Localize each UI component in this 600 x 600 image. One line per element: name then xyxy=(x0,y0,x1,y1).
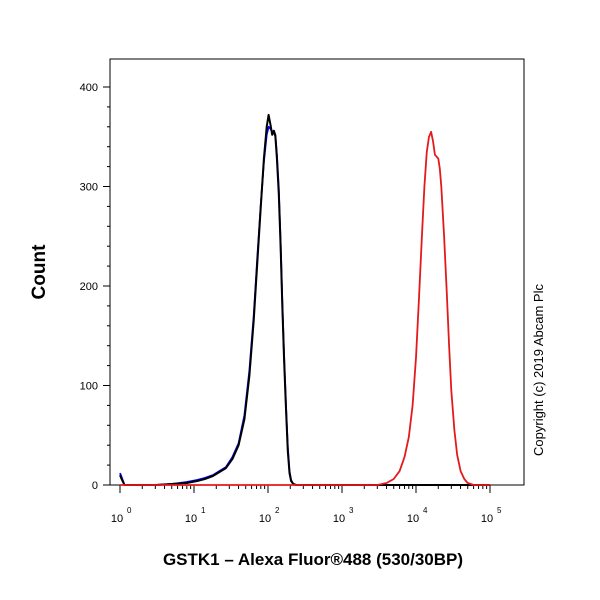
x-tick-exponent: 1 xyxy=(201,506,206,515)
y-axis: 0 100 200 300 400 xyxy=(80,82,110,492)
y-tick-label: 300 xyxy=(80,182,98,194)
copyright-text: Copyright (c) 2019 Abcam Plc xyxy=(531,284,546,456)
x-tick-label: 10 xyxy=(259,513,271,525)
x-tick-label: 10 xyxy=(111,513,123,525)
plot-frame xyxy=(109,58,525,486)
x-axis: 10 0 10 1 10 2 10 3 10 4 10 5 xyxy=(111,485,502,525)
histogram-series-line xyxy=(119,113,490,486)
x-axis-label: GSTK1 – Alexa Fluor®488 (530/30BP) xyxy=(163,550,463,569)
x-tick-exponent: 3 xyxy=(349,506,354,515)
x-tick-exponent: 4 xyxy=(423,506,428,515)
y-tick-label: 200 xyxy=(80,281,98,293)
x-tick-exponent: 0 xyxy=(127,506,132,515)
y-tick-label: 400 xyxy=(80,82,98,94)
histogram-series-line xyxy=(120,130,490,486)
x-tick-exponent: 2 xyxy=(275,506,280,515)
x-tick-label: 10 xyxy=(407,513,419,525)
x-tick-label: 10 xyxy=(333,513,345,525)
y-tick-label: 0 xyxy=(92,480,98,492)
x-tick-label: 10 xyxy=(481,513,493,525)
x-tick-exponent: 5 xyxy=(497,506,502,515)
x-tick-label: 10 xyxy=(185,513,197,525)
y-axis-label: Count xyxy=(29,244,50,300)
y-tick-label: 100 xyxy=(80,381,98,393)
series-layer xyxy=(119,113,490,486)
histogram-series-line xyxy=(119,125,490,486)
